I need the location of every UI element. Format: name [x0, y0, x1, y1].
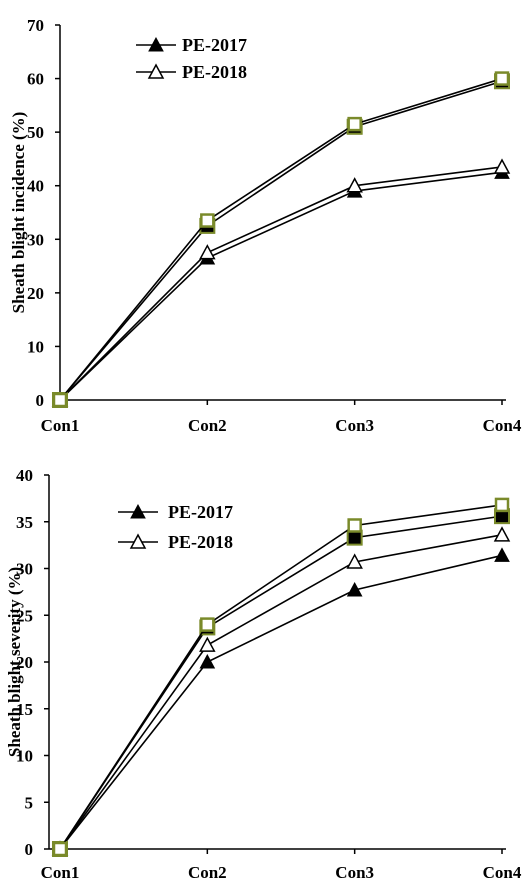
legend: PE-2017 PE-2018: [118, 502, 233, 552]
data-point: [346, 529, 363, 546]
data-point: [493, 526, 511, 542]
data-point: [347, 116, 362, 132]
data-point: [346, 581, 363, 597]
series-line: [59, 80, 503, 401]
series-4: [52, 71, 510, 408]
series-line: [59, 534, 503, 850]
series-line: [59, 166, 503, 401]
data-point: [52, 841, 68, 857]
data-point: [52, 392, 68, 408]
x-tick-label: Con1: [41, 416, 80, 435]
y-tick-label: 15: [16, 700, 33, 719]
series-line: [59, 77, 503, 401]
legend-label: PE-2017: [182, 35, 247, 55]
series-3: [52, 508, 510, 857]
series-line: [59, 504, 503, 850]
data-point: [200, 213, 215, 228]
x-tick-label: Con3: [335, 416, 374, 435]
y-tick-label: 30: [27, 230, 44, 249]
data-point: [494, 547, 510, 562]
data-point: [493, 158, 511, 174]
y-tick-label: 10: [27, 337, 44, 356]
x-tick-label: Con2: [188, 416, 227, 435]
series-4: [52, 497, 510, 857]
series-line: [59, 515, 503, 850]
series-2: [51, 158, 511, 407]
y-tick-label: 40: [27, 177, 44, 196]
data-point: [200, 617, 215, 632]
y-axis-title: Sheath blight incidence (%): [9, 112, 28, 314]
y-tick-label: 50: [27, 123, 44, 142]
y-tick-label: 60: [27, 70, 44, 89]
series-line: [59, 171, 503, 401]
y-tick-label: 0: [25, 840, 34, 859]
x-tick-label: Con2: [188, 863, 227, 882]
legend: PE-2017 PE-2018: [136, 35, 247, 82]
data-point: [346, 177, 363, 193]
y-tick-label: 20: [16, 653, 33, 672]
x-tick-label: Con3: [335, 863, 374, 882]
legend-label: PE-2018: [182, 62, 247, 82]
y-tick-label: 70: [27, 16, 44, 35]
data-point: [346, 553, 363, 569]
y-tick-label: 30: [16, 560, 33, 579]
x-tick-label: Con4: [483, 863, 522, 882]
legend-label: PE-2018: [168, 532, 233, 552]
chart-1: 0 10 20 30 40 50 60 70 Con1 Con2 Con3 Con4 Sheath bl…: [9, 16, 522, 435]
data-point: [199, 653, 216, 669]
data-point: [347, 518, 362, 533]
y-tick-label: 5: [25, 793, 34, 812]
series-2: [51, 526, 511, 856]
x-tick-label: Con4: [483, 416, 522, 435]
series-1: [52, 164, 510, 407]
series-3: [52, 73, 510, 408]
y-tick-label: 25: [16, 606, 33, 625]
data-point: [494, 71, 510, 86]
y-tick-label: 35: [16, 513, 33, 532]
legend-label: PE-2017: [168, 502, 233, 522]
y-tick-label: 0: [36, 391, 45, 410]
x-tick-label: Con1: [41, 863, 80, 882]
series-line: [59, 554, 503, 850]
legend-marker: [148, 36, 164, 52]
legend-marker: [147, 63, 165, 79]
legend-marker: [129, 533, 147, 549]
data-point: [494, 497, 510, 513]
data-point: [199, 636, 216, 652]
y-tick-label: 10: [16, 747, 33, 766]
data-point: [199, 244, 216, 260]
y-tick-label: 20: [27, 284, 44, 303]
y-tick-label: 40: [16, 466, 33, 485]
series-1: [52, 547, 510, 856]
y-axis-title: Sheath blight severity (%): [5, 567, 24, 757]
legend-marker: [130, 503, 146, 519]
chart-2: 0 5 10 15 20 25 30 35 40 Con1 Con2 Con3 Con4 Sheath b…: [5, 466, 522, 882]
